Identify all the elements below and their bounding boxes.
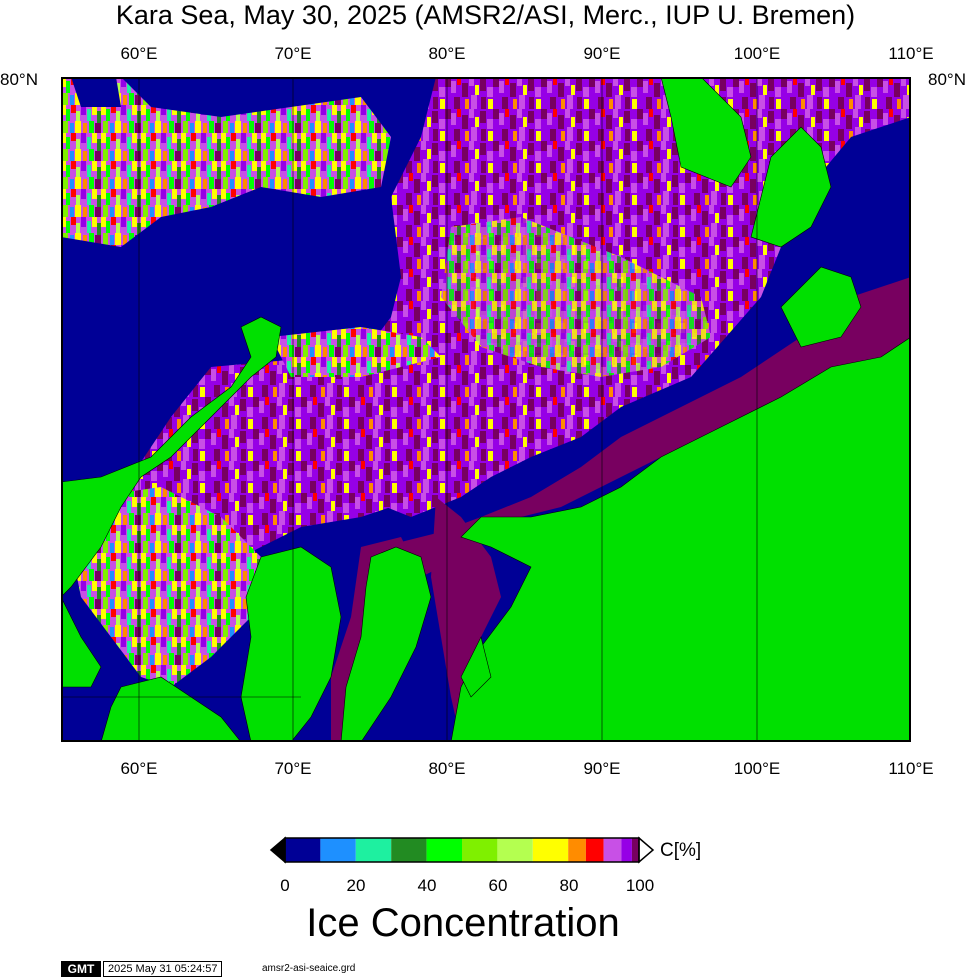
- map-frame: [61, 77, 911, 742]
- lon-label-top-60: 60°E: [120, 44, 158, 63]
- lon-label-bottom-100: 100°E: [733, 759, 781, 778]
- lon-label-bottom-80: 80°E: [428, 759, 466, 778]
- colorbar-tick-60: 60: [488, 876, 508, 895]
- lat-label-left: 80°N: [0, 70, 38, 89]
- sea-ice-marginal-zone: [441, 217, 711, 377]
- sea-ice-north-west: [61, 77, 391, 247]
- colorbar-bin-0: [285, 838, 321, 862]
- gmt-logo: GMT: [61, 961, 101, 977]
- colorbar-tick-20: 20: [346, 876, 366, 895]
- colorbar-bin-7: [532, 838, 569, 862]
- colorbar-bin-10: [603, 838, 622, 862]
- colorbar-bin-6: [497, 838, 533, 862]
- colorbar-bin-2: [355, 838, 392, 862]
- open-water-patch: [71, 77, 121, 107]
- vaygach-island: [61, 596, 102, 688]
- lon-label-top-100: 100°E: [733, 44, 781, 63]
- colorbar-bin-9: [585, 838, 604, 862]
- lon-label-bottom-70: 70°E: [274, 759, 312, 778]
- colorbar-bin-3: [391, 838, 427, 862]
- gydan-peninsula: [340, 546, 432, 742]
- yenisei-delta-land: [460, 636, 492, 698]
- colorbar-bin-1: [320, 838, 356, 862]
- colorbar-over-arrow: [638, 836, 655, 864]
- lon-label-bottom-110: 110°E: [888, 759, 934, 778]
- colorbar-tick-80: 80: [559, 876, 579, 895]
- lon-label-top-80: 80°E: [428, 44, 466, 63]
- yamal-peninsula: [240, 546, 342, 742]
- sea-ice-baydaratskaya: [71, 487, 261, 687]
- colorbar-title: Ice Concentration: [306, 901, 620, 945]
- severnaya-zemlya-south: [750, 126, 832, 248]
- colorbar-bin-12: [631, 838, 639, 862]
- colorbar-bin-4: [426, 838, 462, 862]
- timestamp: 2025 May 31 05:24:57: [103, 961, 223, 977]
- novaya-zemlya: [61, 316, 282, 598]
- colorbar-frame: [284, 837, 640, 863]
- map-canvas: [61, 77, 911, 742]
- source-filename: amsr2-asi-seaice.grd: [262, 963, 356, 974]
- mainland-west: [100, 676, 242, 742]
- meridian-grid: [61, 77, 758, 742]
- lon-label-top-90: 90°E: [583, 44, 621, 63]
- colorbar-bin-8: [568, 838, 586, 862]
- map-title: Kara Sea, May 30, 2025 (AMSR2/ASI, Merc.…: [115, 0, 856, 30]
- fast-ice-fringe: [361, 277, 911, 587]
- taymyr-cape: [780, 266, 862, 348]
- lon-label-bottom-90: 90°E: [583, 759, 621, 778]
- ice-concentration-map: [61, 77, 911, 742]
- colorbar: [269, 836, 655, 864]
- severnaya-zemlya-north: [660, 77, 752, 188]
- yenisei-gulf-fast-ice: [431, 497, 501, 742]
- colorbar-bins: [285, 838, 639, 862]
- taymyr-peninsula: [450, 336, 911, 742]
- lon-label-top-70: 70°E: [274, 44, 312, 63]
- lon-label-bottom-60: 60°E: [120, 759, 158, 778]
- colorbar-tick-100: 100: [625, 876, 655, 895]
- lon-label-top-110: 110°E: [888, 44, 934, 63]
- colorbar-bin-11: [621, 838, 632, 862]
- sea-ice-edge: [271, 327, 441, 377]
- colorbar-tick-0: 0: [280, 876, 290, 895]
- colorbar-under-arrow: [269, 836, 286, 864]
- colorbar-tick-40: 40: [417, 876, 437, 895]
- colorbar-bin-5: [462, 838, 498, 862]
- colorbar-unit-label: C[%]: [660, 840, 702, 861]
- lat-label-right: 80°N: [928, 70, 966, 89]
